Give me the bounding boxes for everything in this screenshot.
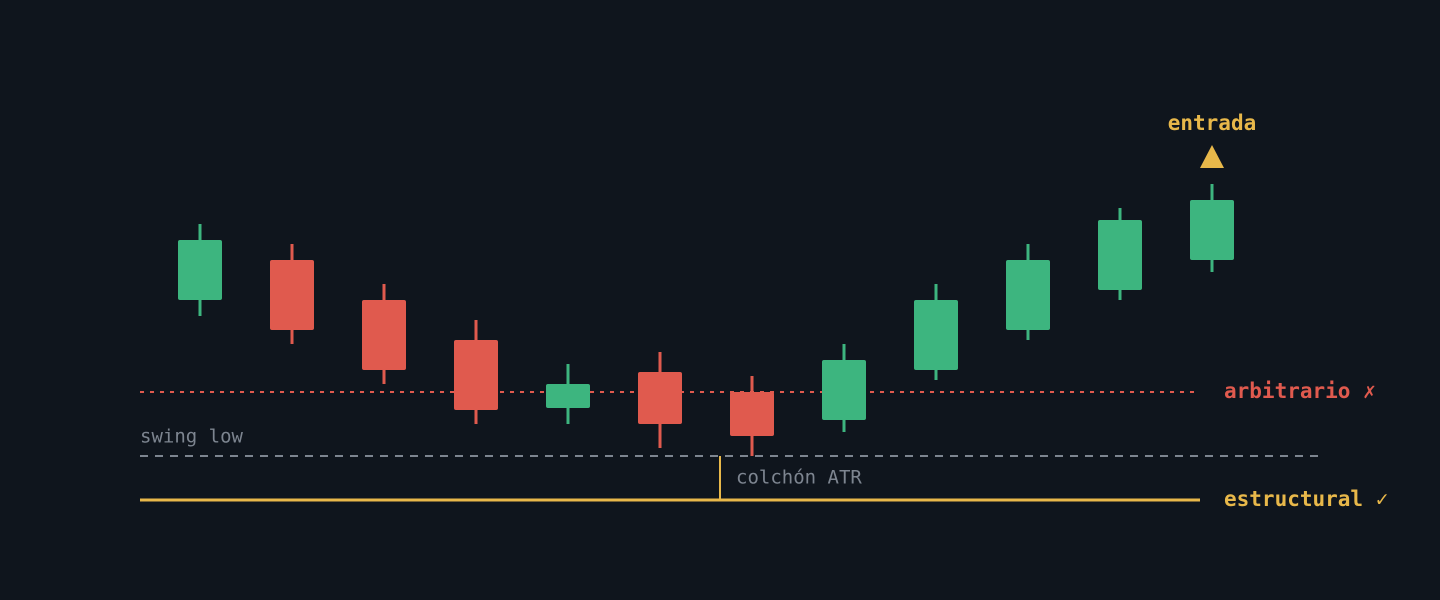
- level-label: arbitrario ✗: [1224, 379, 1376, 403]
- candle-body: [362, 300, 406, 370]
- candle-body: [454, 340, 498, 410]
- candle-body: [178, 240, 222, 300]
- candle-body: [270, 260, 314, 330]
- candle-body: [1006, 260, 1050, 330]
- candle-body: [822, 360, 866, 420]
- cushion-label: colchón ATR: [736, 467, 862, 489]
- candle-body: [1190, 200, 1234, 260]
- candle-body: [914, 300, 958, 370]
- candle-body: [638, 372, 682, 424]
- candle-body: [1098, 220, 1142, 290]
- candle-body: [730, 392, 774, 436]
- entry-label: entrada: [1168, 111, 1257, 135]
- entry-arrow: [1200, 145, 1224, 168]
- level-label: estructural ✓: [1224, 487, 1388, 511]
- candle-body: [546, 384, 590, 408]
- level-label: swing low: [140, 426, 244, 448]
